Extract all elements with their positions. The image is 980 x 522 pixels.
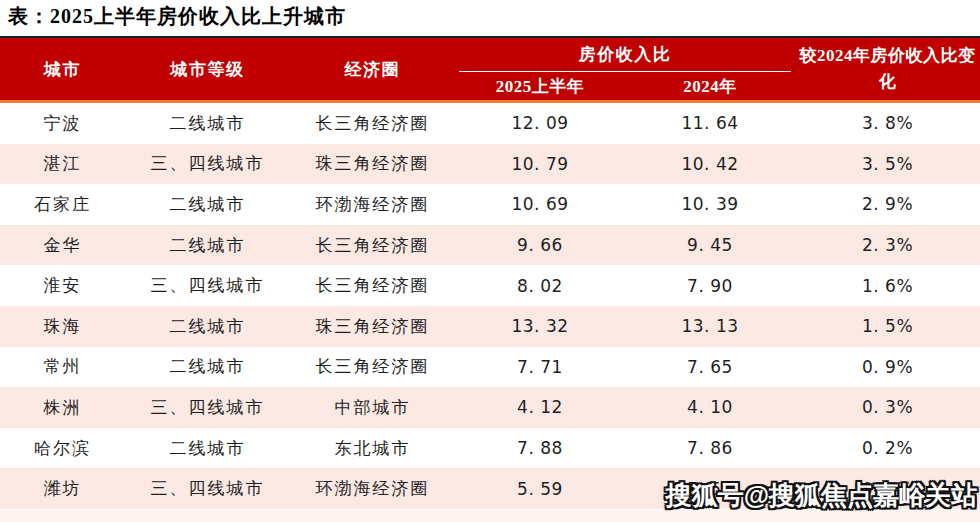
cell-zone: 环渤海经济圈 (290, 477, 455, 500)
cell-tier: 三、四线城市 (125, 274, 290, 297)
cell-tier: 三、四线城市 (125, 152, 290, 175)
cell-tier: 三、四线城市 (125, 477, 290, 500)
cell-ratio-2024: 11. 64 (625, 113, 795, 133)
header-group-ratio: 房价收入比 2025上半年 2024年 (455, 38, 795, 100)
cell-tier: 二线城市 (125, 234, 290, 257)
cell-change: 3. 8% (795, 113, 980, 133)
cell-tier: 二线城市 (125, 315, 290, 338)
cell-change: 2. 3% (795, 235, 980, 255)
page-title: 表：2025上半年房价收入比上升城市 (8, 3, 346, 30)
cell-city: 石家庄 (0, 193, 125, 216)
cell-tier: 三、四线城市 (125, 396, 290, 419)
cell-ratio-2024: 7. 86 (625, 438, 795, 458)
cell-city: 常州 (0, 355, 125, 378)
cell-city: 株洲 (0, 396, 125, 419)
cell-change: 3. 5% (795, 154, 980, 174)
header-city: 城市 (0, 38, 125, 100)
cell-tier: 二线城市 (125, 355, 290, 378)
sohu-watermark: 搜狐号@搜狐焦点嘉峪关站 (666, 478, 977, 513)
table-row: 哈尔滨 二线城市 东北城市 7. 88 7. 86 0. 2% (0, 428, 980, 469)
cell-ratio-2025h1: 7. 71 (455, 357, 625, 377)
cell-city: 金华 (0, 234, 125, 257)
table-row: 淮安 三、四线城市 长三角经济圈 8. 02 7. 90 1. 6% (0, 265, 980, 306)
cell-ratio-2025h1: 10. 79 (455, 154, 625, 174)
header-2024: 2024年 (625, 72, 795, 100)
cell-ratio-2025h1: 9. 66 (455, 235, 625, 255)
table-row: 湛江 三、四线城市 珠三角经济圈 10. 79 10. 42 3. 5% (0, 144, 980, 185)
cell-ratio-2024: 13. 13 (625, 316, 795, 336)
cell-change: 1. 5% (795, 316, 980, 336)
cell-zone: 东北城市 (290, 437, 455, 460)
cell-zone: 长三角经济圈 (290, 274, 455, 297)
cell-city: 宁波 (0, 112, 125, 135)
table-row: 石家庄 二线城市 环渤海经济圈 10. 69 10. 39 2. 9% (0, 184, 980, 225)
header-2025h1: 2025上半年 (455, 72, 625, 100)
cell-zone: 长三角经济圈 (290, 355, 455, 378)
cell-change: 0. 9% (795, 357, 980, 377)
cell-change: 1. 6% (795, 276, 980, 296)
header-group-ratio-label: 房价收入比 (455, 38, 795, 71)
cell-tier: 二线城市 (125, 193, 290, 216)
cell-zone: 中部城市 (290, 396, 455, 419)
cell-ratio-2025h1: 5. 59 (455, 479, 625, 499)
cell-zone: 珠三角经济圈 (290, 315, 455, 338)
cell-ratio-2024: 7. 90 (625, 276, 795, 296)
cell-zone: 珠三角经济圈 (290, 152, 455, 175)
cell-tier: 二线城市 (125, 437, 290, 460)
table-row: 珠海 二线城市 珠三角经济圈 13. 32 13. 13 1. 5% (0, 306, 980, 347)
cell-zone: 长三角经济圈 (290, 234, 455, 257)
cell-ratio-2025h1: 7. 88 (455, 438, 625, 458)
cell-ratio-2024: 4. 10 (625, 397, 795, 417)
cell-city: 淮安 (0, 274, 125, 297)
cell-ratio-2025h1: 4. 12 (455, 397, 625, 417)
header-tier: 城市等级 (125, 38, 290, 100)
cell-ratio-2024: 10. 39 (625, 194, 795, 214)
cell-ratio-2024: 9. 45 (625, 235, 795, 255)
cell-city: 湛江 (0, 152, 125, 175)
table-row: 宁波 二线城市 长三角经济圈 12. 09 11. 64 3. 8% (0, 103, 980, 144)
cell-ratio-2024: 7. 65 (625, 357, 795, 377)
cell-ratio-2024: 10. 42 (625, 154, 795, 174)
cell-ratio-2025h1: 8. 02 (455, 276, 625, 296)
cell-change: 0. 3% (795, 397, 980, 417)
cell-city: 潍坊 (0, 477, 125, 500)
cell-ratio-2025h1: 10. 69 (455, 194, 625, 214)
header-change: 较2024年房价收入比变化 (795, 38, 980, 100)
header-zone: 经济圈 (290, 38, 455, 100)
table-row: 常州 二线城市 长三角经济圈 7. 71 7. 65 0. 9% (0, 347, 980, 388)
cell-zone: 环渤海经济圈 (290, 193, 455, 216)
cell-ratio-2025h1: 13. 32 (455, 316, 625, 336)
table-row: 株洲 三、四线城市 中部城市 4. 12 4. 10 0. 3% (0, 387, 980, 428)
cell-tier: 二线城市 (125, 112, 290, 135)
table-header-row: 城市 城市等级 经济圈 房价收入比 2025上半年 2024年 较2024年房价… (0, 36, 980, 103)
cell-ratio-2025h1: 12. 09 (455, 113, 625, 133)
data-table: 城市 城市等级 经济圈 房价收入比 2025上半年 2024年 较2024年房价… (0, 36, 980, 509)
table-row: 金华 二线城市 长三角经济圈 9. 66 9. 45 2. 3% (0, 225, 980, 266)
cell-change: 2. 9% (795, 194, 980, 214)
cell-city: 哈尔滨 (0, 437, 125, 460)
table-body: 宁波 二线城市 长三角经济圈 12. 09 11. 64 3. 8% 湛江 三、… (0, 103, 980, 509)
cell-change: 0. 2% (795, 438, 980, 458)
cell-zone: 长三角经济圈 (290, 112, 455, 135)
cell-city: 珠海 (0, 315, 125, 338)
